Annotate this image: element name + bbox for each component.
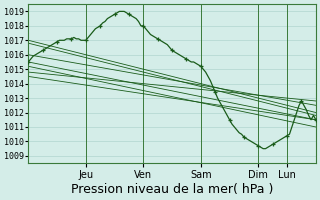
X-axis label: Pression niveau de la mer( hPa ): Pression niveau de la mer( hPa ) [71,183,273,196]
